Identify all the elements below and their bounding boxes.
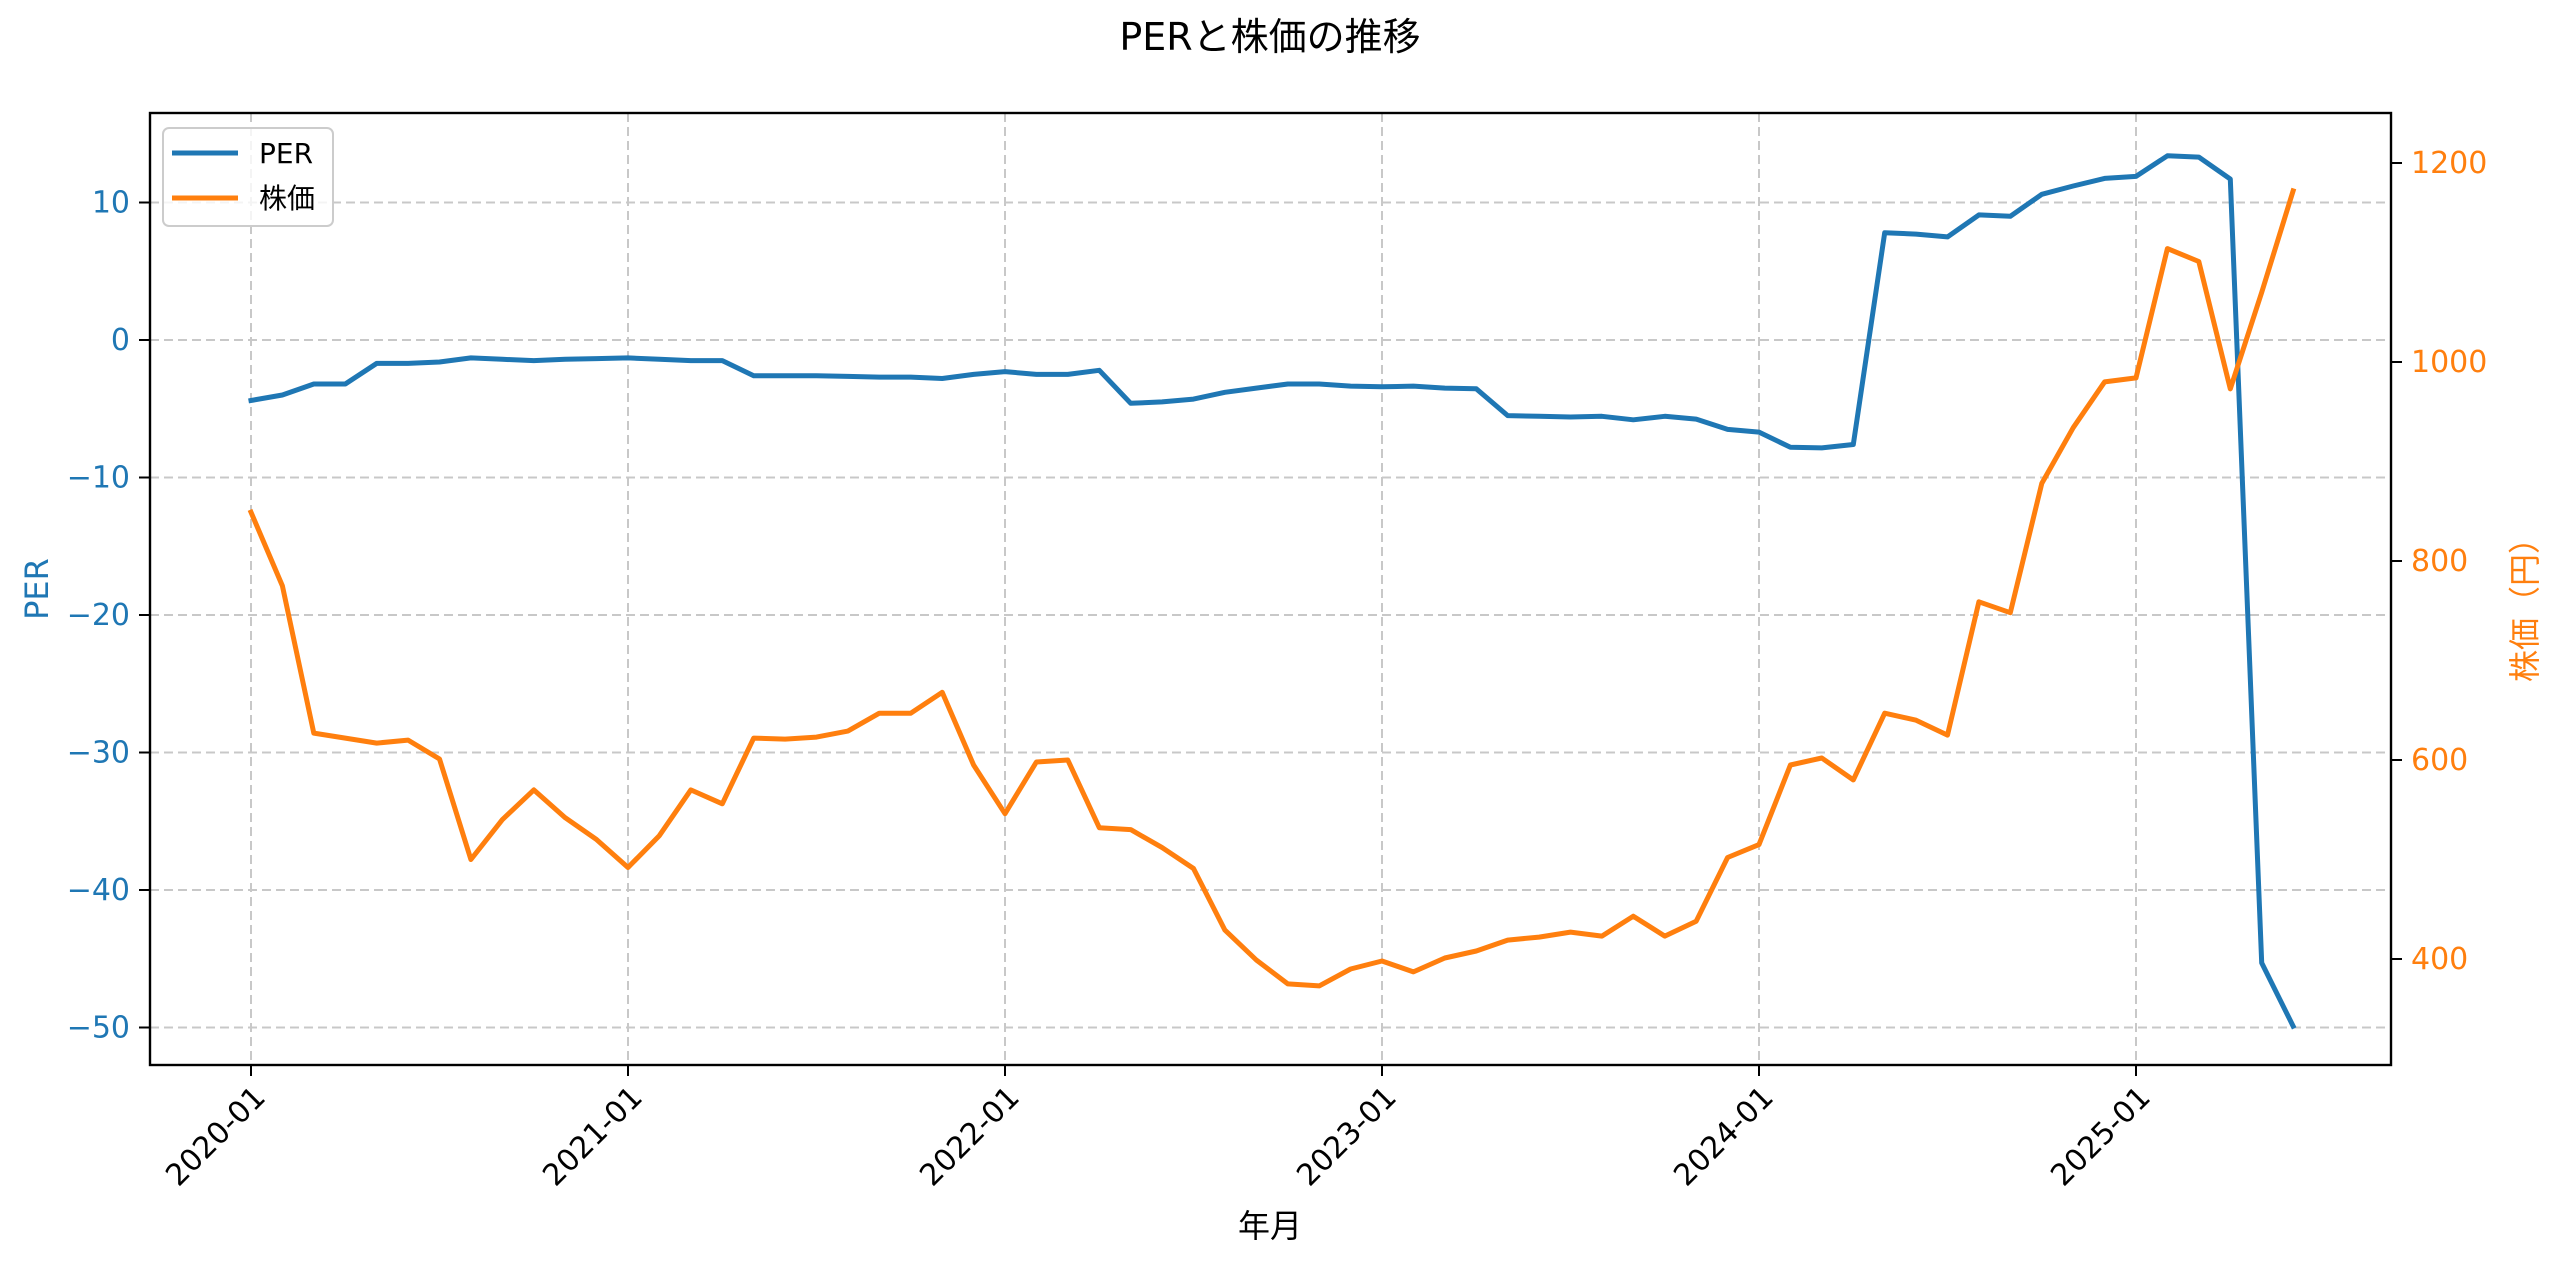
y-right-tick-label: 600 — [2411, 743, 2468, 778]
y-left-tick-label: −20 — [67, 598, 130, 633]
y-right-tick-label: 1000 — [2411, 345, 2487, 380]
y-left-tick-label: 0 — [111, 323, 130, 358]
x-tick-label: 2022-01 — [913, 1080, 1026, 1193]
stock-price-line — [247, 187, 2297, 989]
x-tick-label: 2021-01 — [536, 1080, 649, 1193]
y-axis-left-ticks: 10 0 −10 −20 −30 −40 −50 — [67, 186, 150, 1046]
y-left-tick-label: 10 — [92, 186, 130, 221]
y-left-tick-label: −40 — [67, 873, 130, 908]
legend-per-label: PER — [259, 137, 313, 170]
x-tick-label: 2024-01 — [1667, 1080, 1780, 1193]
x-axis-ticks: 2020-01 2021-01 2022-01 2023-01 2024-01 2025-… — [159, 1065, 2158, 1193]
y-left-tick-label: −50 — [67, 1011, 130, 1046]
data-series — [247, 153, 2297, 1030]
y-left-tick-label: −10 — [67, 461, 130, 496]
legend: PER 株価 — [162, 127, 334, 227]
grid-lines — [150, 113, 2391, 1065]
per-line — [248, 153, 2297, 1030]
x-tick-label: 2023-01 — [1290, 1080, 1403, 1193]
y-right-tick-label: 1200 — [2411, 146, 2487, 181]
y-right-tick-label: 400 — [2411, 942, 2468, 977]
plot-frame — [148, 111, 2393, 1067]
legend-price-label: 株価 — [259, 182, 315, 215]
y-axis-right-label: 株価（円） — [2506, 522, 2544, 682]
y-axis-right-ticks: 1200 1000 800 600 400 — [2391, 146, 2487, 977]
y-axis-left-label: PER — [18, 558, 56, 620]
y-left-tick-label: −30 — [67, 736, 130, 771]
x-axis-label: 年月 — [1238, 1207, 1302, 1245]
y-right-tick-label: 800 — [2411, 544, 2468, 579]
x-tick-label: 2020-01 — [159, 1080, 272, 1193]
x-tick-label: 2025-01 — [2044, 1080, 2157, 1193]
chart-title: PERと株価の推移 — [1119, 15, 1420, 59]
